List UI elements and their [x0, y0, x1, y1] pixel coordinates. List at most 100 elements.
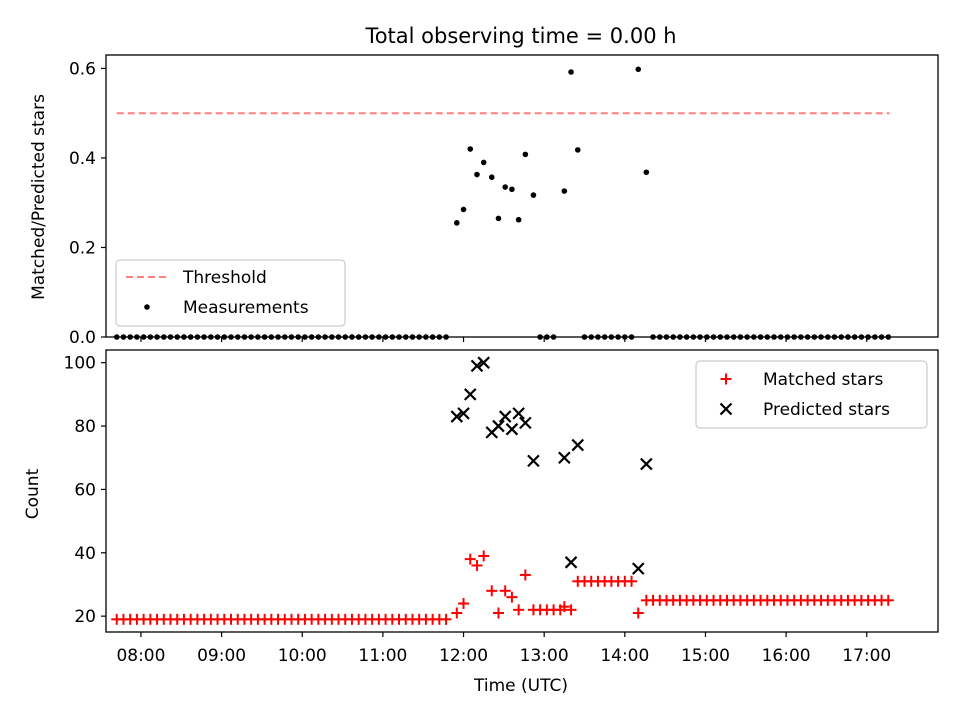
measurement-point [574, 147, 581, 153]
matched-star-point [492, 607, 504, 619]
x-tick-label: 08:00 [116, 646, 165, 666]
measurement-point [561, 188, 568, 194]
predicted-star-point [492, 419, 505, 433]
legend-matched-label: Matched stars [763, 370, 883, 390]
predicted-star-point-b [470, 359, 484, 373]
predicted-star-point [558, 451, 571, 465]
predicted-star-point-b [505, 422, 519, 436]
legend-predicted-marker-b [719, 402, 733, 416]
matched-star-point [440, 613, 452, 625]
predicted-star-point [527, 454, 540, 468]
predicted-star-point [463, 388, 477, 401]
matched-star-point [499, 585, 511, 597]
predicted-star-point-b [457, 407, 470, 420]
bottom-y-tick-label: 20 [74, 607, 96, 627]
predicted-star-point-b [564, 556, 578, 569]
predicted-star-point [498, 410, 512, 423]
matched-star-point [471, 559, 483, 571]
legend-predicted-swatch [719, 402, 733, 416]
top-panel: Matched/Predicted stars 0.0 0.2 0.4 0.6 Thr… [29, 54, 939, 348]
measurement-point [488, 174, 495, 180]
matched-star-point [506, 591, 518, 603]
predicted-star-point-b [492, 419, 505, 433]
matched-star-point [478, 550, 490, 562]
top-axes-frame [105, 54, 939, 338]
matched-star-point [513, 604, 525, 616]
x-tick-label: 11:00 [358, 646, 407, 666]
top-y-tick-label: 0.4 [69, 149, 96, 169]
matched-star-point [632, 607, 644, 619]
top-y-tick-label: 0.6 [69, 59, 96, 79]
bottom-legend-box [695, 360, 928, 429]
predicted-star-point-b [519, 416, 532, 430]
measurement-point [568, 69, 574, 75]
measurement-point [530, 192, 537, 198]
measurement-point [509, 186, 515, 193]
measurement-point [480, 159, 487, 166]
bottom-plot-area [111, 356, 894, 625]
measurement-point [515, 216, 522, 223]
x-tick-label: 15:00 [681, 646, 730, 666]
x-tick-label: 10:00 [278, 646, 327, 666]
chart-title: Total observing time = 0.00 h [364, 24, 676, 48]
bottom-y-tick-label: 100 [64, 354, 96, 374]
legend-matched-marker [720, 373, 732, 385]
bottom-axes-frame [105, 349, 939, 633]
predicted-star-point [564, 556, 578, 569]
matched-star-point [882, 594, 894, 606]
predicted-star-point-b [450, 410, 464, 423]
predicted-star-point-b [571, 438, 585, 452]
matched-star-point [558, 601, 570, 613]
x-tick-label: 17:00 [842, 646, 891, 666]
top-y-ticks: 0.0 0.2 0.4 0.6 [69, 59, 106, 348]
x-axis-label: Time (UTC) [473, 676, 568, 696]
x-tick-label: 12:00 [439, 646, 488, 666]
x-tick-label: 13:00 [520, 646, 569, 666]
matched-star-point [464, 553, 476, 565]
measurement-point [460, 206, 467, 213]
legend-measurements-swatch [144, 304, 150, 310]
legend-predicted-label: Predicted stars [763, 400, 890, 420]
matched-star-point [486, 585, 498, 597]
measurement-point [467, 146, 474, 152]
measurement-point [502, 184, 508, 190]
legend-matched-swatch [720, 373, 732, 385]
predicted-star-point [640, 457, 653, 471]
predicted-star-point-b [631, 562, 645, 575]
matched-star-point [451, 607, 463, 619]
measurement-point [495, 215, 502, 222]
bottom-y-tick-label: 40 [74, 544, 96, 564]
legend-measurements-label: Measurements [183, 298, 309, 318]
bottom-legend: Matched stars Predicted stars [695, 360, 928, 429]
predicted-star-point [505, 422, 519, 436]
predicted-star-point [457, 407, 470, 420]
predicted-star-point [512, 407, 525, 420]
predicted-star-point-b [463, 388, 477, 401]
bottom-y-tick-label: 60 [74, 480, 96, 500]
top-y-axis-label: Matched/Predicted stars [29, 94, 49, 300]
predicted-star-point-b [640, 457, 653, 471]
top-y-tick-label: 0.2 [69, 238, 96, 258]
bottom-y-axis-label: Count [23, 468, 43, 519]
x-tick-label: 09:00 [197, 646, 246, 666]
predicted-star-point [571, 438, 585, 452]
matched-star-point [565, 604, 577, 616]
measurement-point [522, 151, 529, 158]
legend-threshold-label: Threshold [182, 268, 267, 288]
matched-star-point [626, 575, 638, 587]
bottom-panel: Count Time (UTC) 20 40 60 80 100 08:00 09:00 1… [23, 349, 939, 696]
predicted-star-point [450, 410, 464, 423]
predicted-star-point-b [498, 410, 512, 423]
measurement-point [454, 220, 460, 226]
predicted-star-point-b [477, 356, 490, 369]
predicted-star-point-b [512, 407, 525, 420]
x-tick-label: 14:00 [600, 646, 649, 666]
predicted-star-point [477, 356, 490, 369]
matched-star-point [458, 597, 470, 609]
measurement-point [643, 169, 650, 176]
top-y-tick-label: 0.0 [69, 328, 96, 348]
predicted-star-point [631, 562, 645, 575]
matched-star-point [519, 569, 531, 581]
bottom-x-ticks: 08:00 09:00 10:00 11:00 12:00 13:00 14:00 15:00… [116, 632, 891, 666]
